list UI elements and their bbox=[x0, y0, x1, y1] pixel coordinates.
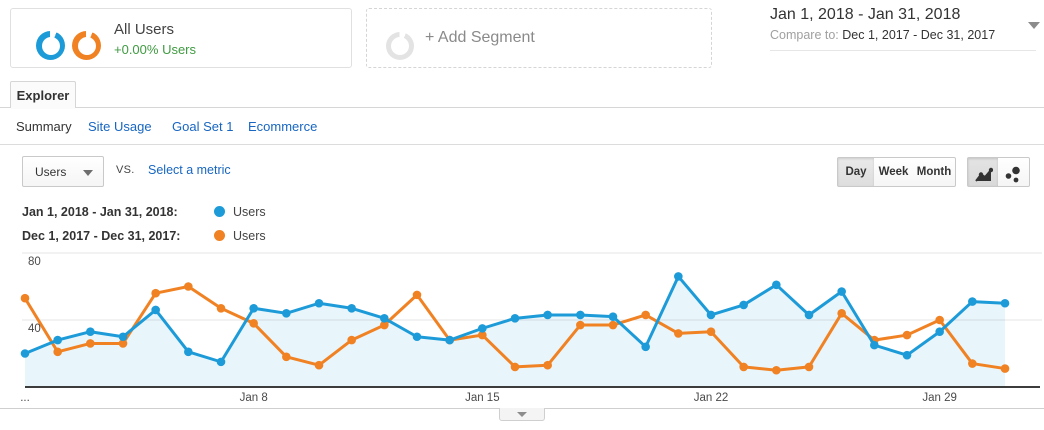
tab-explorer[interactable]: Explorer bbox=[10, 81, 76, 109]
legend-dot-blue-icon bbox=[214, 206, 225, 217]
subnav-goal-set-1[interactable]: Goal Set 1 bbox=[172, 119, 234, 134]
x-axis-label: Jan 15 bbox=[465, 392, 500, 404]
x-axis-label: Jan 22 bbox=[693, 392, 729, 404]
segment-donut-gray-icon bbox=[386, 32, 414, 60]
legend-dot-orange-icon bbox=[214, 230, 225, 241]
date-range-primary: Jan 1, 2018 - Jan 31, 2018 bbox=[770, 6, 961, 23]
legend-row-primary: Jan 1, 2018 - Jan 31, 2018: Users bbox=[22, 205, 266, 221]
toolbar-divider bbox=[0, 144, 1044, 145]
motion-chart-icon bbox=[1005, 166, 1020, 183]
granularity-month-button[interactable]: Month bbox=[913, 157, 956, 187]
legend-row-compare: Dec 1, 2017 - Dec 31, 2017: Users bbox=[22, 229, 266, 245]
segment-delta: +0.00% Users bbox=[114, 42, 197, 57]
dropdown-caret-icon bbox=[83, 170, 93, 176]
chart-plot-area[interactable] bbox=[0, 250, 1044, 410]
granularity-week-button[interactable]: Week bbox=[874, 157, 914, 187]
add-segment-card[interactable]: + Add Segment bbox=[366, 8, 712, 68]
subnav-ecommerce[interactable]: Ecommerce bbox=[248, 119, 318, 134]
x-axis-label: Jan 8 bbox=[239, 392, 268, 404]
date-range-underline bbox=[770, 50, 1036, 51]
collapse-caret-icon bbox=[517, 412, 527, 417]
users-donut-orange-icon bbox=[72, 31, 101, 60]
chart-collapse-handle[interactable] bbox=[499, 408, 545, 421]
date-range-caret-icon bbox=[1028, 22, 1040, 29]
legend-series-name: Users bbox=[233, 205, 266, 219]
metric-dropdown-label: Users bbox=[35, 164, 67, 179]
line-chart-view-button[interactable] bbox=[967, 157, 999, 187]
users-donut-blue-icon bbox=[36, 31, 65, 60]
granularity-day-button[interactable]: Day bbox=[837, 157, 875, 187]
subnav-site-usage[interactable]: Site Usage bbox=[88, 119, 152, 134]
legend-date-label: Dec 1, 2017 - Dec 31, 2017: bbox=[22, 229, 181, 243]
motion-chart-view-button[interactable] bbox=[998, 157, 1030, 187]
subnav-summary[interactable]: Summary bbox=[16, 119, 72, 134]
legend-date-label: Jan 1, 2018 - Jan 31, 2018: bbox=[22, 205, 178, 219]
add-segment-label: + Add Segment bbox=[425, 29, 535, 46]
x-axis-label: ... bbox=[20, 392, 30, 404]
date-range-compare: Compare to: Dec 1, 2017 - Dec 31, 2017 bbox=[770, 28, 1036, 42]
select-metric-link[interactable]: Select a metric bbox=[148, 163, 231, 177]
tab-bottom-border bbox=[0, 107, 1044, 108]
compare-to-label: Compare to: bbox=[770, 28, 839, 42]
segment-title: All Users bbox=[114, 21, 175, 38]
users-timeseries-chart[interactable]: 40 80... Jan 8 Jan 15 Jan 22 Jan 29 bbox=[0, 250, 1044, 410]
compare-dates: Dec 1, 2017 - Dec 31, 2017 bbox=[842, 28, 996, 42]
x-axis-label: Jan 29 bbox=[922, 392, 957, 404]
vs-label: vs. bbox=[116, 164, 135, 176]
metric-dropdown[interactable]: Users bbox=[22, 156, 104, 187]
y-axis-tick: 40 bbox=[28, 323, 41, 335]
line-chart-icon bbox=[974, 167, 993, 182]
all-users-segment-card[interactable]: All Users +0.00% Users bbox=[10, 8, 352, 68]
y-axis-tick: 80 bbox=[28, 256, 41, 268]
date-range-selector[interactable]: Jan 1, 2018 - Jan 31, 2018 Compare to: D… bbox=[770, 6, 1040, 42]
legend-series-name: Users bbox=[233, 229, 266, 243]
